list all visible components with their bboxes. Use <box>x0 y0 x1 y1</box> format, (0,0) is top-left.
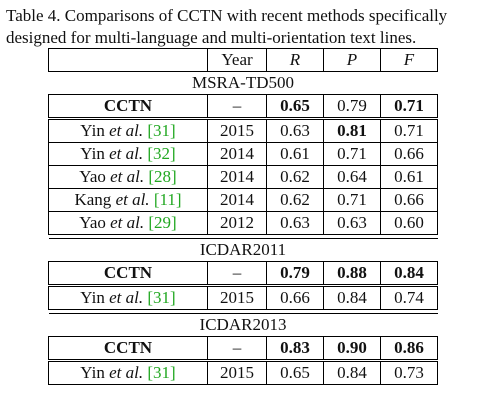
precision-cell: 0.84 <box>323 360 381 385</box>
method-cell: Yin et al. [31] <box>48 360 208 385</box>
comparison-table: Year R P F MSRA-TD500 CCTN –0.65 0.79 0.71 Yi… <box>48 48 438 385</box>
header-recall: R <box>266 48 324 72</box>
method-etal: et al. <box>109 121 144 140</box>
table-row: Yin et al. [32] 2014 0.61 0.71 0.66 <box>48 142 438 166</box>
method-etal: et al. <box>109 363 144 382</box>
recall-cell: 0.79 <box>266 261 324 287</box>
year-cell: 2012 <box>207 211 267 235</box>
header-fmeasure: F <box>380 48 438 72</box>
method-author: CCTN <box>103 338 153 357</box>
fmeasure-cell: 0.73 <box>380 360 438 385</box>
precision-cell: 0.90 <box>323 336 381 362</box>
section-title: ICDAR2013 <box>48 313 438 337</box>
recall-cell: 0.66 <box>266 285 324 310</box>
method-etal: et al. <box>110 213 145 232</box>
method-cell: Yin et al. [31] <box>48 285 208 310</box>
recall-cell: 0.63 <box>266 211 324 235</box>
precision-cell: 0.64 <box>323 165 381 189</box>
table-row: Kang et al. [11] 2014 0.62 0.71 0.66 <box>48 188 438 212</box>
method-author: Yin <box>80 363 105 382</box>
fmeasure-cell: 0.86 <box>380 336 438 362</box>
method-author: Yin <box>80 121 105 140</box>
table-row: Yin et al. [31] 2015 0.63 0.81 0.71 <box>48 118 438 143</box>
fmeasure-cell: 0.74 <box>380 285 438 310</box>
method-cell: Kang et al. [11] <box>48 188 208 212</box>
recall-cell: 0.83 <box>266 336 324 362</box>
table-body: Year R P F MSRA-TD500 CCTN –0.65 0.79 0.71 Yi… <box>48 48 438 385</box>
method-author: Yao <box>79 213 106 232</box>
year-cell: – <box>207 94 267 120</box>
method-cell: Yin et al. [31] <box>48 118 208 143</box>
recall-cell: 0.65 <box>266 94 324 120</box>
method-etal: et al. <box>109 288 144 307</box>
citation-link[interactable]: [11] <box>153 190 182 209</box>
year-cell: – <box>207 336 267 362</box>
header-method <box>48 48 208 72</box>
table-row: Yao et al. [29] 2012 0.63 0.63 0.60 <box>48 211 438 235</box>
table-row: CCTN –0.83 0.90 0.86 <box>48 336 438 362</box>
year-cell: 2014 <box>207 165 267 189</box>
table-caption: Table 4. Comparisons of CCTN with recent… <box>6 6 448 47</box>
table-row: Yin et al. [31] 2015 0.66 0.84 0.74 <box>48 285 438 310</box>
section-title: ICDAR2011 <box>48 238 438 262</box>
precision-cell: 0.71 <box>323 188 381 212</box>
recall-cell: 0.62 <box>266 188 324 212</box>
method-author: Yin <box>80 144 105 163</box>
fmeasure-cell: 0.60 <box>380 211 438 235</box>
method-cell: Yin et al. [32] <box>48 142 208 166</box>
precision-cell: 0.84 <box>323 285 381 310</box>
method-cell: Yao et al. [28] <box>48 165 208 189</box>
year-cell: 2014 <box>207 142 267 166</box>
header-year: Year <box>207 48 267 72</box>
method-author: Yao <box>79 167 106 186</box>
section-title-row: ICDAR2013 <box>48 313 438 337</box>
precision-cell: 0.79 <box>323 94 381 120</box>
method-author: CCTN <box>103 96 153 115</box>
method-cell: Yao et al. [29] <box>48 211 208 235</box>
method-etal: et al. <box>110 167 145 186</box>
year-cell: 2015 <box>207 118 267 143</box>
method-author: Yin <box>80 288 105 307</box>
method-cell: CCTN <box>48 261 208 287</box>
fmeasure-cell: 0.61 <box>380 165 438 189</box>
fmeasure-cell: 0.71 <box>380 118 438 143</box>
section-title: MSRA-TD500 <box>48 71 438 95</box>
precision-cell: 0.88 <box>323 261 381 287</box>
method-etal: et al. <box>109 144 144 163</box>
recall-cell: 0.62 <box>266 165 324 189</box>
recall-cell: 0.65 <box>266 360 324 385</box>
fmeasure-cell: 0.66 <box>380 188 438 212</box>
citation-link[interactable]: [31] <box>147 288 176 307</box>
year-cell: 2015 <box>207 360 267 385</box>
section-title-row: MSRA-TD500 <box>48 71 438 95</box>
method-author: Kang <box>74 190 112 209</box>
fmeasure-cell: 0.66 <box>380 142 438 166</box>
method-cell: CCTN <box>48 336 208 362</box>
section-title-row: ICDAR2011 <box>48 238 438 262</box>
citation-link[interactable]: [31] <box>147 363 176 382</box>
citation-link[interactable]: [32] <box>147 144 176 163</box>
recall-cell: 0.63 <box>266 118 324 143</box>
header-row: Year R P F <box>48 48 438 72</box>
citation-link[interactable]: [28] <box>148 167 177 186</box>
citation-link[interactable]: [29] <box>148 213 177 232</box>
table-row: CCTN –0.79 0.88 0.84 <box>48 261 438 287</box>
method-cell: CCTN <box>48 94 208 120</box>
year-cell: 2015 <box>207 285 267 310</box>
method-etal: et al. <box>115 190 150 209</box>
precision-cell: 0.63 <box>323 211 381 235</box>
precision-cell: 0.81 <box>323 118 381 143</box>
year-cell: 2014 <box>207 188 267 212</box>
precision-cell: 0.71 <box>323 142 381 166</box>
table-row: Yao et al. [28] 2014 0.62 0.64 0.61 <box>48 165 438 189</box>
citation-link[interactable]: [31] <box>147 121 176 140</box>
table-row: Yin et al. [31] 2015 0.65 0.84 0.73 <box>48 360 438 385</box>
recall-cell: 0.61 <box>266 142 324 166</box>
fmeasure-cell: 0.84 <box>380 261 438 287</box>
header-precision: P <box>323 48 381 72</box>
method-author: CCTN <box>103 263 153 282</box>
table-row: CCTN –0.65 0.79 0.71 <box>48 94 438 120</box>
fmeasure-cell: 0.71 <box>380 94 438 120</box>
year-cell: – <box>207 261 267 287</box>
